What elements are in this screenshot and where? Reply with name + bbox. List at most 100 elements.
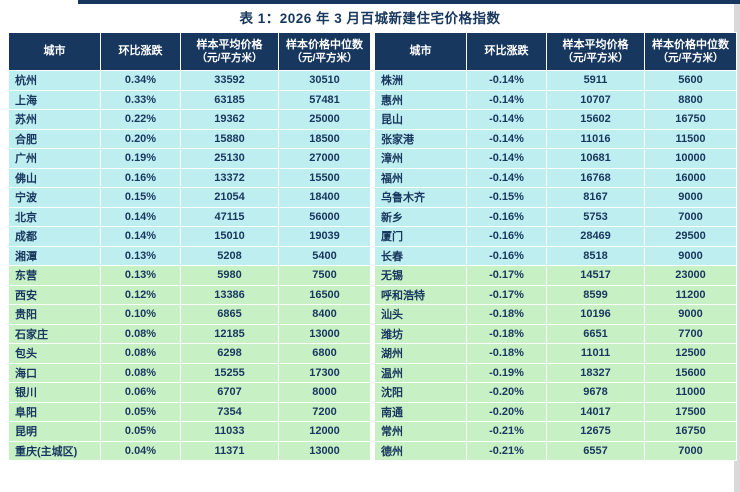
col-header-label: 环比涨跌 (484, 45, 529, 58)
avg-price-cell: 11371 (180, 440, 279, 461)
avg-price-cell: 6298 (180, 343, 279, 364)
price-index-tables: 城市 环比涨跌 样本平均价格 （元/平方米） 样本价格中位数 （元/平方米） 杭… (8, 32, 737, 461)
mom-change-cell: 0.16% (100, 167, 181, 188)
table-row: 汕头 -0.18% 10196 9000 (374, 304, 737, 325)
median-price-cell: 29500 (644, 226, 737, 247)
col-header-unit: （元/平方米） (291, 51, 358, 64)
median-price-cell: 11000 (644, 382, 737, 403)
table-row: 苏州 0.22% 19362 25000 (8, 109, 371, 130)
median-price-cell: 9000 (644, 187, 737, 208)
median-price-cell: 7200 (278, 401, 371, 422)
col-header-label: 样本价格中位数 (652, 38, 729, 51)
city-cell: 株洲 (374, 70, 467, 91)
mom-change-cell: 0.20% (100, 128, 181, 149)
table-row: 东营 0.13% 5980 7500 (8, 265, 371, 286)
city-cell: 湖州 (374, 343, 467, 364)
mom-change-cell: -0.18% (466, 304, 547, 325)
mom-change-cell: -0.15% (466, 187, 547, 208)
median-price-cell: 17300 (278, 362, 371, 383)
table-row: 沈阳 -0.20% 9678 11000 (374, 382, 737, 403)
col-header-median-price: 样本价格中位数 （元/平方米） (644, 32, 737, 71)
city-cell: 漳州 (374, 148, 467, 169)
mom-change-cell: -0.14% (466, 128, 547, 149)
avg-price-cell: 6707 (180, 382, 279, 403)
mom-change-cell: 0.33% (100, 89, 181, 110)
avg-price-cell: 12675 (546, 421, 645, 442)
median-price-cell: 27000 (278, 148, 371, 169)
col-header-avg-price: 样本平均价格 （元/平方米） (180, 32, 279, 71)
table-row: 广州 0.19% 25130 27000 (8, 148, 371, 169)
avg-price-cell: 47115 (180, 206, 279, 227)
table-row: 漳州 -0.14% 10681 10000 (374, 148, 737, 169)
mom-change-cell: 0.34% (100, 70, 181, 91)
median-price-cell: 7000 (644, 206, 737, 227)
avg-price-cell: 6557 (546, 440, 645, 461)
median-price-cell: 11200 (644, 284, 737, 305)
mom-change-cell: 0.08% (100, 362, 181, 383)
avg-price-cell: 10707 (546, 89, 645, 110)
avg-price-cell: 15010 (180, 226, 279, 247)
city-cell: 苏州 (8, 109, 101, 130)
mom-change-cell: 0.15% (100, 187, 181, 208)
table-row: 阜阳 0.05% 7354 7200 (8, 401, 371, 422)
table-row: 呼和浩特 -0.17% 8599 11200 (374, 284, 737, 305)
avg-price-cell: 6651 (546, 323, 645, 344)
avg-price-cell: 18327 (546, 362, 645, 383)
median-price-cell: 16000 (644, 167, 737, 188)
window-edge (734, 0, 740, 492)
median-price-cell: 8000 (278, 382, 371, 403)
avg-price-cell: 15602 (546, 109, 645, 130)
avg-price-cell: 19362 (180, 109, 279, 130)
city-cell: 成都 (8, 226, 101, 247)
table-row: 宁波 0.15% 21054 18400 (8, 187, 371, 208)
city-cell: 杭州 (8, 70, 101, 91)
mom-change-cell: 0.13% (100, 265, 181, 286)
mom-change-cell: -0.18% (466, 343, 547, 364)
city-cell: 汕头 (374, 304, 467, 325)
table-row: 海口 0.08% 15255 17300 (8, 362, 371, 383)
avg-price-cell: 15880 (180, 128, 279, 149)
median-price-cell: 56000 (278, 206, 371, 227)
mom-change-cell: -0.14% (466, 109, 547, 130)
table-row: 湖州 -0.18% 11011 12500 (374, 343, 737, 364)
col-header-change: 环比涨跌 (466, 32, 547, 71)
median-price-cell: 12000 (278, 421, 371, 442)
col-header-city: 城市 (374, 32, 467, 71)
col-header-label: 样本平均价格 (562, 38, 629, 51)
mom-change-cell: -0.20% (466, 382, 547, 403)
price-table-right: 城市 环比涨跌 样本平均价格 （元/平方米） 样本价格中位数 （元/平方米） 株… (374, 32, 737, 461)
header-row: 城市 环比涨跌 样本平均价格 （元/平方米） 样本价格中位数 （元/平方米） (8, 32, 371, 71)
city-cell: 海口 (8, 362, 101, 383)
avg-price-cell: 14517 (546, 265, 645, 286)
median-price-cell: 16750 (644, 109, 737, 130)
city-cell: 西安 (8, 284, 101, 305)
median-price-cell: 6800 (278, 343, 371, 364)
median-price-cell: 7000 (644, 440, 737, 461)
city-cell: 佛山 (8, 167, 101, 188)
avg-price-cell: 9678 (546, 382, 645, 403)
avg-price-cell: 25130 (180, 148, 279, 169)
city-cell: 呼和浩特 (374, 284, 467, 305)
city-cell: 包头 (8, 343, 101, 364)
avg-price-cell: 5753 (546, 206, 645, 227)
median-price-cell: 9000 (644, 245, 737, 266)
avg-price-cell: 13386 (180, 284, 279, 305)
avg-price-cell: 12185 (180, 323, 279, 344)
table-row: 厦门 -0.16% 28469 29500 (374, 226, 737, 247)
city-cell: 常州 (374, 421, 467, 442)
avg-price-cell: 7354 (180, 401, 279, 422)
top-divider-bar (78, 0, 740, 4)
mom-change-cell: -0.14% (466, 148, 547, 169)
city-cell: 昆山 (374, 109, 467, 130)
col-header-city: 城市 (8, 32, 101, 71)
median-price-cell: 8800 (644, 89, 737, 110)
median-price-cell: 12500 (644, 343, 737, 364)
avg-price-cell: 28469 (546, 226, 645, 247)
avg-price-cell: 10196 (546, 304, 645, 325)
city-cell: 德州 (374, 440, 467, 461)
table-row: 张家港 -0.14% 11016 11500 (374, 128, 737, 149)
mom-change-cell: 0.05% (100, 401, 181, 422)
mom-change-cell: 0.12% (100, 284, 181, 305)
col-header-label: 城市 (409, 45, 432, 58)
median-price-cell: 13000 (278, 440, 371, 461)
